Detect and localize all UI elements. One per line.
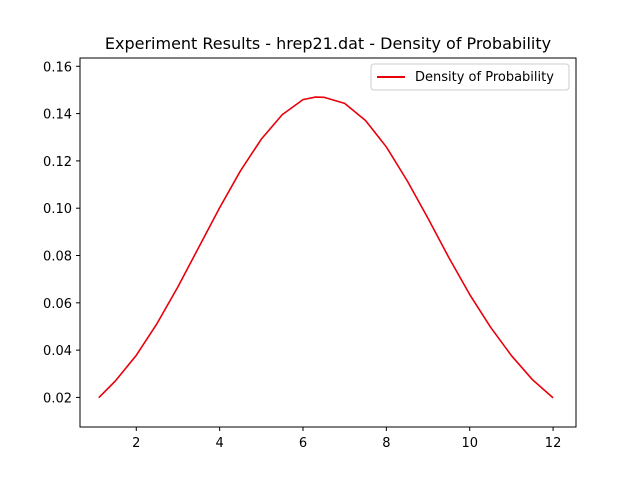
series-line-0 — [98, 96, 554, 399]
x-tick-label: 4 — [215, 436, 223, 451]
y-tick-label: 0.14 — [43, 108, 72, 123]
legend: Density of Probability — [370, 63, 570, 91]
x-tick-label: 6 — [299, 436, 307, 451]
x-tick-label: 2 — [132, 436, 140, 451]
y-tick-label: 0.16 — [43, 60, 72, 75]
y-tick-label: 0.02 — [43, 391, 72, 406]
y-tick-label: 0.12 — [43, 155, 72, 170]
x-tick-label: 10 — [461, 436, 478, 451]
chart-title: Experiment Results - hrep21.dat - Densit… — [105, 34, 551, 53]
plot-frame — [79, 57, 577, 428]
y-tick-label: 0.10 — [43, 202, 72, 217]
legend-label: Density of Probability — [415, 70, 554, 85]
plot-area: 2 4 6 8 10 12 0.02 0.04 0.06 0.08 0.10 0.12 0.14 0.1… — [43, 57, 577, 451]
series-layer — [98, 96, 554, 399]
x-tick-label: 8 — [382, 436, 390, 451]
y-tick-label: 0.04 — [43, 344, 72, 359]
legend-box — [370, 63, 570, 91]
y-tick-label: 0.06 — [43, 297, 72, 312]
x-tick-label: 12 — [545, 436, 562, 451]
y-tick-label: 0.08 — [43, 250, 72, 265]
y-axis: 0.02 0.04 0.06 0.08 0.10 0.12 0.14 0.16 — [43, 60, 80, 406]
x-axis: 2 4 6 8 10 12 — [132, 427, 561, 451]
